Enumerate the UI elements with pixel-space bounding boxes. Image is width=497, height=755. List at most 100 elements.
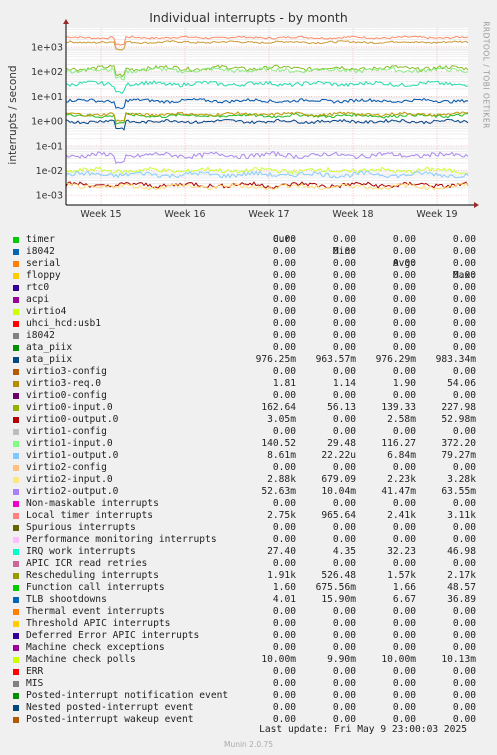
legend-max: 0.00 [452, 234, 476, 245]
x-tick-label: Week 18 [332, 209, 373, 220]
legend-row: i8042 0.00 0.00 0.00 0.00 [10, 330, 490, 342]
legend-max: 63.55m [441, 486, 476, 497]
legend-name: IRQ work interrupts [26, 546, 136, 557]
series-line [65, 64, 469, 78]
legend-cur: 0.00 [272, 690, 296, 701]
legend-max: 0.00 [452, 306, 476, 317]
legend-max: 0.00 [452, 690, 476, 701]
legend-max: 0.00 [452, 522, 476, 533]
legend-cur: 976.25m [255, 354, 296, 365]
y-tick-label: 1e-02 [36, 166, 63, 177]
legend-cur: 0.00 [272, 642, 296, 653]
y-axis-arrow [63, 19, 69, 24]
legend-avg: 0.00 [392, 702, 416, 713]
legend-max: 10.13m [441, 654, 476, 665]
legend-max: 0.00 [452, 498, 476, 509]
legend-name: ata_piix [26, 342, 73, 353]
legend-row: acpi 0.00 0.00 0.00 0.00 [10, 294, 490, 306]
legend-name: virtio0-config [26, 390, 107, 401]
legend-name: Posted-interrupt notification event [26, 690, 229, 701]
series-line [65, 40, 469, 51]
legend-row: Rescheduling interrupts 1.91k 526.48 1.57k 2… [10, 570, 490, 582]
legend-row: virtio2-config 0.00 0.00 0.00 0.00 [10, 462, 490, 474]
legend-max: 0.00 [452, 618, 476, 629]
legend-swatch [13, 513, 19, 519]
x-tick-label: Week 17 [248, 209, 289, 220]
legend-avg: 0.00 [392, 318, 416, 329]
legend-swatch [13, 249, 19, 255]
x-tick-label: Week 19 [416, 209, 457, 220]
legend-avg: 0.00 [392, 714, 416, 725]
legend-avg: 0.00 [392, 306, 416, 317]
legend-min: 9.90m [327, 654, 356, 665]
legend-min: 963.57m [315, 354, 356, 365]
legend-table: Cur: Min: Avg: Max: timer 0.00 0.00 0.00 0.0… [10, 222, 490, 726]
last-update: Last update: Fri May 9 23:00:03 2025 [259, 724, 467, 735]
legend-avg: 2.41k [387, 510, 416, 521]
legend-cur: 0.00 [272, 522, 296, 533]
legend-swatch [13, 477, 19, 483]
legend-swatch [13, 621, 19, 627]
legend-min: 0.00 [332, 270, 356, 281]
legend-row: Posted-interrupt notification event 0.00 0… [10, 690, 490, 702]
legend-swatch [13, 657, 19, 663]
series-line [65, 166, 469, 175]
legend-cur: 0.00 [272, 366, 296, 377]
legend-min: 29.48 [327, 438, 356, 449]
legend-row: virtio1-config 0.00 0.00 0.00 0.00 [10, 426, 490, 438]
legend-swatch [13, 549, 19, 555]
legend-name: Machine check exceptions [26, 642, 165, 653]
legend-swatch [13, 573, 19, 579]
legend-swatch [13, 405, 19, 411]
legend-min: 15.90m [321, 594, 356, 605]
legend-name: Threshold APIC interrupts [26, 618, 171, 629]
legend-swatch [13, 417, 19, 423]
legend-swatch [13, 465, 19, 471]
legend-cur: 0.00 [272, 630, 296, 641]
legend-name: virtio0-input.0 [26, 402, 113, 413]
legend-row: Posted-interrupt wakeup event 0.00 0.00 0.0… [10, 714, 490, 726]
legend-avg: 0.00 [392, 234, 416, 245]
legend-avg: 139.33 [381, 402, 416, 413]
legend-min: 0.00 [332, 498, 356, 509]
legend-min: 965.64 [321, 510, 356, 521]
legend-avg: 0.00 [392, 462, 416, 473]
legend-avg: 0.00 [392, 270, 416, 281]
legend-name: virtio0-output.0 [26, 414, 119, 425]
legend-cur: 0.00 [272, 330, 296, 341]
legend-row: Nested posted-interrupt event 0.00 0.00 0.0… [10, 702, 490, 714]
legend-min: 0.00 [332, 426, 356, 437]
legend-name: i8042 [26, 246, 55, 257]
legend-min: 4.35 [332, 546, 356, 557]
legend-avg: 10.00m [381, 654, 416, 665]
legend-max: 0.00 [452, 366, 476, 377]
legend-max: 983.34m [435, 354, 476, 365]
legend-cur: 1.91k [267, 570, 296, 581]
legend-max: 0.00 [452, 558, 476, 569]
legend-avg: 0.00 [392, 342, 416, 353]
legend-min: 0.00 [332, 534, 356, 545]
legend-min: 0.00 [332, 294, 356, 305]
legend-max: 46.98 [447, 546, 476, 557]
legend-name: MIS [26, 678, 44, 689]
legend-min: 0.00 [332, 606, 356, 617]
legend-max: 0.00 [452, 270, 476, 281]
legend-max: 79.27m [441, 450, 476, 461]
legend-avg: 0.00 [392, 426, 416, 437]
legend-name: i8042 [26, 330, 55, 341]
legend-swatch [13, 321, 19, 327]
legend-name: timer [26, 234, 55, 245]
legend-max: 54.06 [447, 378, 476, 389]
series-line [65, 118, 469, 131]
legend-cur: 0.00 [272, 390, 296, 401]
legend-cur: 0.00 [272, 666, 296, 677]
legend-name: Rescheduling interrupts [26, 570, 159, 581]
legend-max: 52.98m [441, 414, 476, 425]
legend-name: serial [26, 258, 61, 269]
legend-swatch [13, 237, 19, 243]
legend-min: 56.13 [327, 402, 356, 413]
legend-min: 1.14 [332, 378, 356, 389]
legend-max: 0.00 [452, 258, 476, 269]
legend-name: ERR [26, 666, 44, 677]
legend-max: 372.20 [441, 438, 476, 449]
